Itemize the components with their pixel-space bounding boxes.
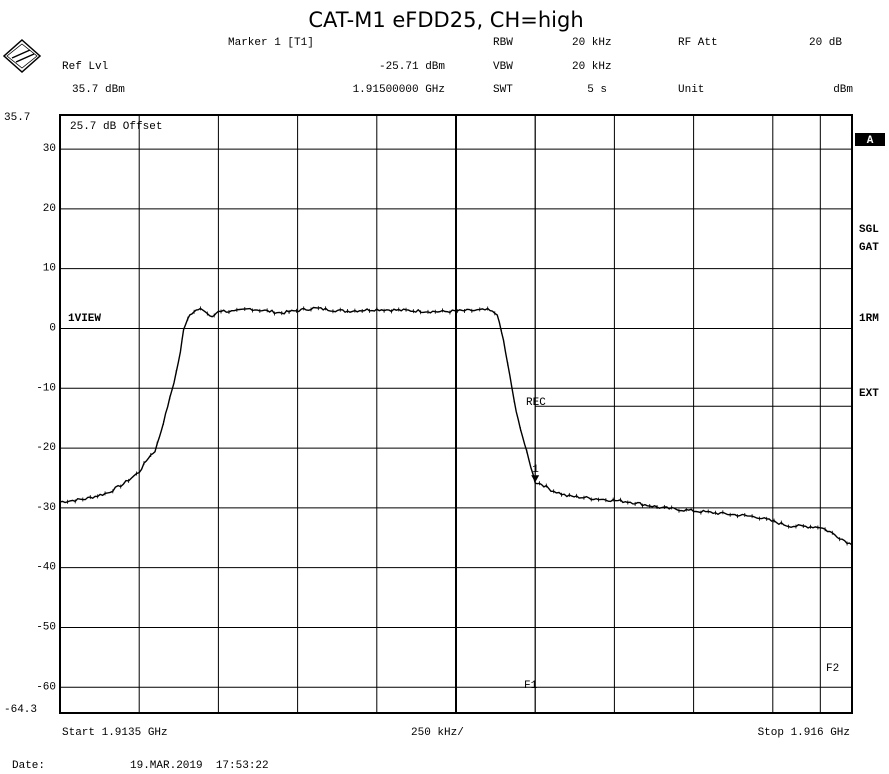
y-tick-label: -20 xyxy=(36,442,56,454)
ref-lvl-value: 35.7 dBm xyxy=(72,84,125,96)
ref-lvl-label: Ref Lvl xyxy=(62,61,108,73)
unit-value: dBm xyxy=(833,84,853,96)
marker-level-value: -25.71 dBm xyxy=(379,61,445,73)
y-tick-label: -10 xyxy=(36,382,56,394)
date-label: Date: xyxy=(12,760,45,772)
y-tick-label: 20 xyxy=(43,203,56,215)
swt-label: SWT xyxy=(493,84,513,96)
y-tick-label: 10 xyxy=(43,263,56,275)
offset-label: 25.7 dB Offset xyxy=(70,121,162,133)
reference-lines xyxy=(534,115,852,713)
f1-label: F1 xyxy=(524,680,538,692)
y-tick-label: 0 xyxy=(49,322,56,334)
vbw-label: VBW xyxy=(493,61,513,73)
rf-att-label: RF Att xyxy=(678,37,718,49)
trace-a-label: A xyxy=(867,135,874,147)
y-tick-label: -60 xyxy=(36,681,56,693)
spectrum-trace xyxy=(59,306,853,546)
plot-grid xyxy=(60,115,852,713)
rec-label: REC xyxy=(526,397,546,409)
f2-label: F2 xyxy=(826,663,839,675)
sgl-label: SGL xyxy=(859,224,879,236)
plot-frame xyxy=(59,114,853,714)
marker-label: Marker 1 [T1] xyxy=(228,37,314,49)
marker-frequency-value: 1.91500000 GHz xyxy=(353,84,445,96)
rm-label: 1RM xyxy=(859,313,879,325)
stop-frequency: Stop 1.916 GHz xyxy=(758,727,850,739)
y-tick-label: -50 xyxy=(36,621,56,633)
y-axis-top-label: 35.7 xyxy=(4,112,30,124)
trace-sample-marks xyxy=(59,306,848,546)
trace-view-label: 1VIEW xyxy=(68,313,101,325)
marker-number: 1 xyxy=(532,464,539,476)
y-tick-label: -40 xyxy=(36,562,56,574)
y-axis-tick-labels: 30 20 10 0 -10 -20 -30 -40 -50 -60 xyxy=(36,143,56,693)
rbw-label: RBW xyxy=(493,37,513,49)
trace-a-badge xyxy=(855,133,885,146)
y-axis-bottom-label: -64.3 xyxy=(4,704,37,716)
span-per-division: 250 kHz/ xyxy=(411,727,464,739)
date-value: 19.MAR.2019 17:53:22 xyxy=(130,760,269,772)
unit-label: Unit xyxy=(678,84,704,96)
start-frequency: Start 1.9135 GHz xyxy=(62,727,168,739)
swt-value: 5 s xyxy=(587,84,607,96)
y-tick-label: 30 xyxy=(43,143,56,155)
rbw-value: 20 kHz xyxy=(572,37,612,49)
gat-label: GAT xyxy=(859,242,879,254)
y-tick-label: -30 xyxy=(36,502,56,514)
rohde-schwarz-logo xyxy=(2,38,42,74)
marker-1: 1 xyxy=(531,464,540,483)
vbw-value: 20 kHz xyxy=(572,61,612,73)
rf-att-value: 20 dB xyxy=(809,37,842,49)
chart-title: CAT-M1 eFDD25, CH=high xyxy=(308,8,583,32)
ext-label: EXT xyxy=(859,388,879,400)
marker-triangle xyxy=(531,475,540,483)
